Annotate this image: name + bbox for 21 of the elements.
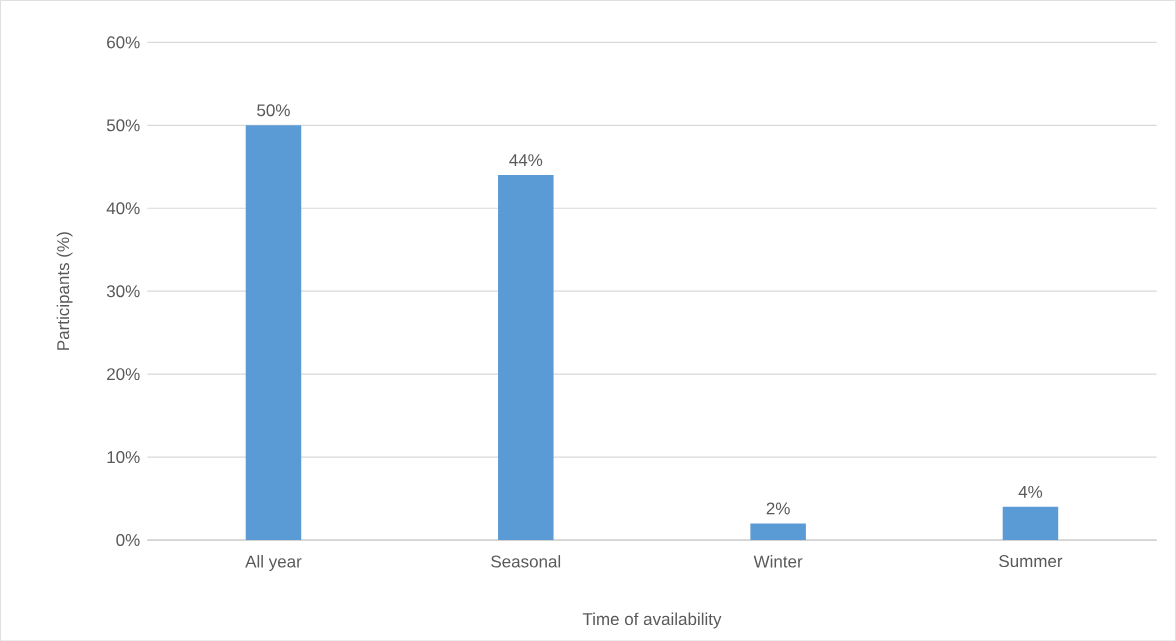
x-tick-label: Winter	[753, 554, 803, 568]
x-tick-label: Summer	[999, 554, 1063, 567]
x-tick-label: All year	[245, 554, 302, 571]
y-tick-label: 20%	[107, 367, 140, 380]
y-tick-label: 60%	[107, 36, 140, 49]
bar	[750, 523, 806, 540]
data-label: 50%	[257, 104, 290, 117]
bar	[1002, 506, 1059, 540]
y-tick-label: 30%	[106, 285, 140, 298]
data-label: 2%	[766, 502, 790, 515]
y-axis-title: Participants (%)	[56, 232, 73, 350]
bar	[498, 174, 554, 540]
data-label: 4%	[1018, 485, 1043, 498]
y-tick-label: 40%	[106, 202, 140, 215]
data-label: 44%	[509, 153, 543, 166]
x-axis-title: Time of availability	[582, 612, 722, 629]
y-tick-label: 10%	[107, 450, 140, 463]
y-tick-label: 0%	[116, 533, 140, 546]
x-tick-label: Seasonal	[491, 554, 561, 568]
bar	[245, 125, 302, 540]
y-tick-label: 50%	[106, 119, 140, 132]
